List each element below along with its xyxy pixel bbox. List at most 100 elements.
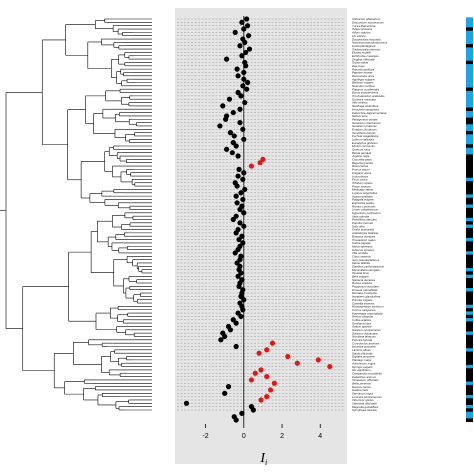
taxon-label: Bellis perennis — [352, 381, 371, 385]
data-point — [222, 333, 228, 340]
trait-bar-cell — [466, 44, 473, 48]
trait-bar-cell — [466, 227, 473, 232]
data-point — [235, 273, 241, 279]
data-point — [240, 196, 246, 203]
taxon-label: Syringa vulgaris — [352, 365, 373, 369]
taxon-label: Sedum acre — [352, 114, 368, 118]
highlight-point — [327, 363, 333, 370]
taxon-label: Brassica oleracea — [352, 234, 375, 238]
taxon-label: Lupinus polyphyllus — [352, 191, 378, 195]
taxon-label: Geranium pratense — [352, 124, 377, 128]
trait-bar-cell — [466, 404, 473, 409]
highlight-point — [264, 347, 270, 353]
taxon-label: Helianthus annuus — [352, 375, 376, 379]
taxon-label: Elodea nuttallii — [352, 51, 371, 55]
data-point — [243, 63, 249, 69]
trait-bar-cell — [466, 140, 473, 145]
x-tick-label: 0 — [242, 433, 246, 440]
data-point — [232, 250, 238, 256]
taxon-label: Papaver rhoeas — [352, 71, 373, 75]
taxon-label: Viola odorata — [352, 214, 369, 218]
taxon-label: Sambucus nigra — [352, 391, 373, 395]
trait-bar-cell — [466, 57, 473, 62]
taxon-label: Ilex aquifolium — [352, 368, 371, 372]
taxon-label: Tulipa sylvestris — [352, 27, 373, 31]
trait-bar-cell — [466, 117, 473, 122]
trait-bar-cell — [466, 107, 473, 112]
data-point — [218, 337, 224, 343]
trait-bar-cell — [466, 324, 473, 329]
trait-bar-cell — [466, 338, 473, 342]
data-point — [242, 186, 248, 193]
taxon-label: Lamium album — [352, 348, 372, 352]
data-point — [246, 46, 253, 52]
taxon-label: Gentiana lutea — [352, 321, 371, 325]
taxon-label: Dianthus carthusianorum — [352, 264, 385, 268]
trait-bar-cell — [466, 361, 473, 366]
taxon-label: Spinacia oleracea — [352, 278, 375, 282]
taxon-label: Allium sativum — [351, 31, 371, 35]
taxon-label: Taraxacum officinale — [352, 378, 379, 382]
data-point — [224, 56, 230, 62]
trait-bar-cell — [466, 351, 473, 356]
data-point — [237, 206, 243, 213]
taxon-label: Salix alba — [352, 224, 365, 228]
trait-bar-cell — [466, 371, 473, 376]
trait-bar-cell — [466, 17, 473, 21]
taxon-label: Tropaeolum majus — [352, 238, 376, 242]
taxon-label: Juglans regia — [352, 154, 370, 158]
trait-bar-cell — [466, 211, 473, 215]
taxon-label: Acacia dealbata — [351, 194, 373, 198]
trait-bar-cell — [466, 241, 473, 245]
taxon-label: Galium aparine — [352, 325, 372, 329]
data-point — [236, 166, 242, 172]
trait-bar-cell — [466, 20, 473, 25]
taxon-label: Hypericum perforatum — [352, 211, 381, 215]
trait-bar-cell — [466, 87, 473, 92]
taxon-label: Gunnera manicata — [352, 97, 376, 101]
trait-bar-cell — [466, 378, 473, 382]
data-point — [223, 116, 229, 122]
trait-bar-cell — [466, 388, 473, 392]
highlight-point — [285, 353, 291, 360]
data-point — [237, 106, 243, 112]
trait-bar-cell — [466, 191, 473, 195]
trait-bar-cell — [466, 114, 473, 118]
trait-bar-cell — [466, 154, 473, 158]
taxon-label: Tradescantia ohiensis — [352, 47, 380, 51]
trait-bar-cell — [466, 24, 473, 28]
trait-bar-cell — [466, 331, 473, 336]
data-point — [235, 73, 241, 79]
taxon-label: Trifolium repens — [352, 181, 373, 185]
trait-bar-cell — [466, 244, 473, 249]
taxon-label: Nymphaea odorata — [352, 408, 377, 412]
taxon-label: Polygonum aviculare — [352, 285, 379, 289]
taxon-grid-rows — [177, 18, 345, 411]
data-point — [227, 130, 234, 136]
taxon-label: Nicotiana tabacum — [352, 335, 377, 339]
trait-bar-cell — [466, 291, 473, 296]
trait-bar-cell — [466, 237, 473, 242]
trait-bar-cell — [466, 284, 473, 289]
taxon-label: Yucca filamentosa — [352, 24, 376, 28]
trait-bar-cell — [466, 257, 473, 262]
trait-bar-cell — [466, 50, 473, 55]
trait-bar-cell — [466, 177, 473, 182]
data-point — [234, 200, 240, 206]
taxon-label: Begonia grandis — [352, 161, 373, 165]
trait-bar-cell — [466, 30, 473, 35]
data-point — [244, 86, 250, 92]
trait-bar-cell — [466, 124, 473, 128]
data-point — [241, 136, 247, 142]
trait-bar-cell — [466, 204, 473, 209]
trait-bar-cell — [466, 221, 473, 225]
taxon-label: Daucus carota — [352, 385, 371, 389]
taxon-label: Viburnum opulus — [352, 398, 374, 402]
trait-bar-cell — [466, 60, 473, 65]
trait-bar-cell — [466, 104, 473, 108]
taxon-label: Aquilegia vulgaris — [351, 77, 375, 81]
trait-bar-cell — [466, 348, 473, 352]
taxon-label: Ranunculus acris — [352, 74, 375, 78]
data-point — [233, 230, 239, 236]
data-point — [225, 384, 232, 390]
